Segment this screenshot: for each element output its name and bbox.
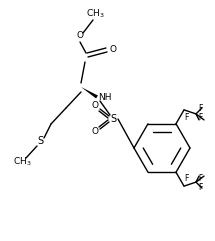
Text: S: S [37,136,43,146]
Text: CH$_3$: CH$_3$ [86,8,104,20]
Text: F: F [198,183,202,192]
Text: O: O [109,46,117,54]
Text: O: O [92,101,98,111]
Text: O: O [92,127,98,136]
Text: CH$_3$: CH$_3$ [13,156,31,168]
Text: O: O [77,32,83,40]
Text: F    F: F F [185,174,203,183]
Text: S: S [110,114,116,124]
Polygon shape [81,87,98,99]
Text: NH: NH [98,94,112,102]
Text: F    F: F F [185,114,203,122]
Text: F: F [198,104,202,114]
